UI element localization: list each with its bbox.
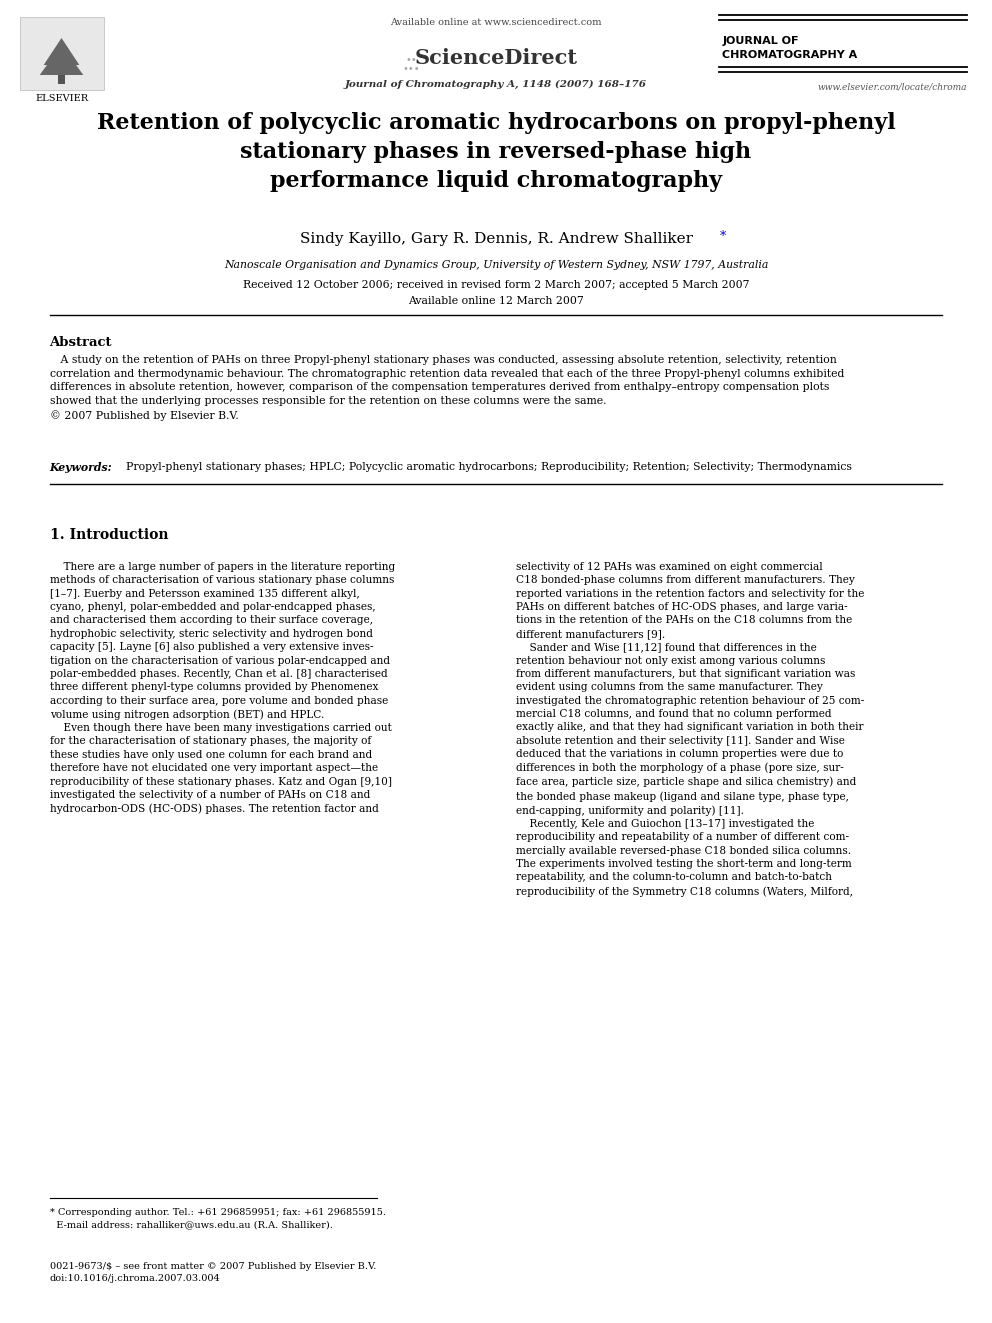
Text: JOURNAL OF: JOURNAL OF xyxy=(722,36,799,46)
Text: selectivity of 12 PAHs was examined on eight commercial
C18 bonded-phase columns: selectivity of 12 PAHs was examined on e… xyxy=(516,562,864,897)
Text: Sindy Kayillo, Gary R. Dennis, R. Andrew Shalliker: Sindy Kayillo, Gary R. Dennis, R. Andrew… xyxy=(300,232,692,246)
Text: Nanoscale Organisation and Dynamics Group, University of Western Sydney, NSW 179: Nanoscale Organisation and Dynamics Grou… xyxy=(224,261,768,270)
Text: A study on the retention of PAHs on three Propyl-phenyl stationary phases was co: A study on the retention of PAHs on thre… xyxy=(50,355,844,421)
Text: 0021-9673/$ – see front matter © 2007 Published by Elsevier B.V.
doi:10.1016/j.c: 0021-9673/$ – see front matter © 2007 Pu… xyxy=(50,1262,376,1283)
Text: Received 12 October 2006; received in revised form 2 March 2007; accepted 5 Marc: Received 12 October 2006; received in re… xyxy=(243,280,749,290)
Text: Keywords:: Keywords: xyxy=(50,462,112,474)
Text: ELSEVIER: ELSEVIER xyxy=(35,94,88,103)
FancyBboxPatch shape xyxy=(58,67,65,83)
Text: * Corresponding author. Tel.: +61 296859951; fax: +61 296855915.
  E-mail addres: * Corresponding author. Tel.: +61 296859… xyxy=(50,1208,386,1229)
Text: Propyl-phenyl stationary phases; HPLC; Polycyclic aromatic hydrocarbons; Reprodu: Propyl-phenyl stationary phases; HPLC; P… xyxy=(119,462,852,472)
Text: Journal of Chromatography A, 1148 (2007) 168–176: Journal of Chromatography A, 1148 (2007)… xyxy=(345,79,647,89)
Text: www.elsevier.com/locate/chroma: www.elsevier.com/locate/chroma xyxy=(817,82,967,91)
Text: ••
•••: •• ••• xyxy=(403,56,421,74)
Text: Abstract: Abstract xyxy=(50,336,112,349)
Text: There are a large number of papers in the literature reporting
methods of charac: There are a large number of papers in th… xyxy=(50,562,395,814)
Text: Available online at www.sciencedirect.com: Available online at www.sciencedirect.co… xyxy=(390,19,602,26)
Text: Available online 12 March 2007: Available online 12 March 2007 xyxy=(408,296,584,306)
Text: *: * xyxy=(720,230,726,243)
Text: ScienceDirect: ScienceDirect xyxy=(415,48,577,67)
Polygon shape xyxy=(44,38,79,65)
Text: CHROMATOGRAPHY A: CHROMATOGRAPHY A xyxy=(722,50,857,60)
Text: Retention of polycyclic aromatic hydrocarbons on propyl-phenyl
stationary phases: Retention of polycyclic aromatic hydroca… xyxy=(96,112,896,192)
Polygon shape xyxy=(40,45,83,75)
Text: 1. Introduction: 1. Introduction xyxy=(50,528,168,542)
FancyBboxPatch shape xyxy=(20,17,104,90)
